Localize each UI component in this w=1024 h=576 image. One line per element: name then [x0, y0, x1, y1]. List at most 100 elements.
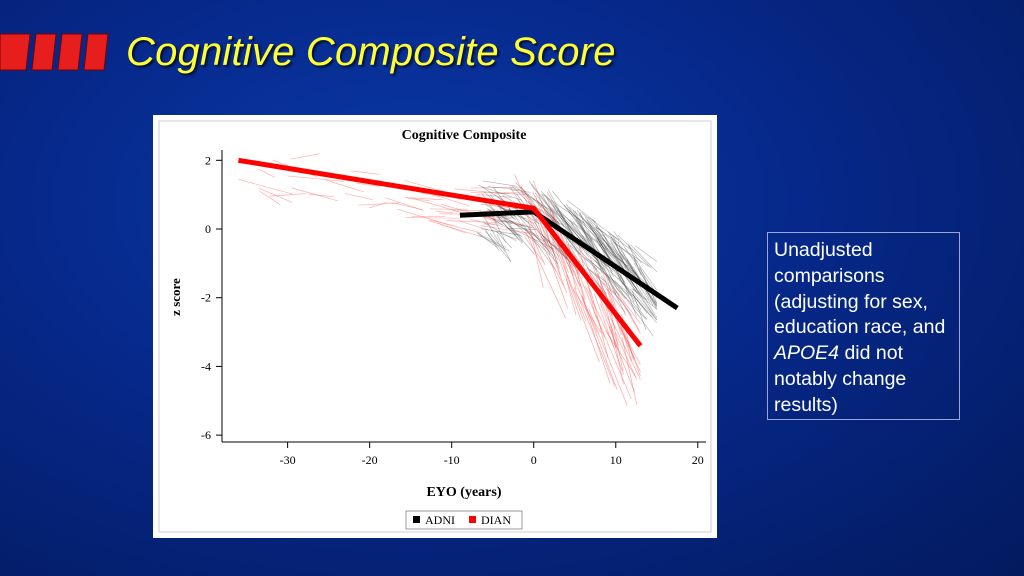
adni-individual-line	[619, 275, 635, 303]
dian-individual-line	[407, 197, 430, 202]
adni-individual-line	[592, 219, 630, 272]
adni-individual-line	[510, 225, 536, 255]
adni-individual-line	[492, 211, 523, 244]
dian-individual-line	[429, 208, 469, 211]
dian-individual-line	[392, 202, 424, 211]
dian-individual-line	[428, 220, 482, 238]
adni-individual-line	[483, 222, 517, 242]
adni-individual-line	[534, 214, 551, 255]
dian-individual-line	[429, 219, 483, 234]
adni-individual-line	[591, 238, 629, 267]
dian-individual-line	[566, 252, 577, 290]
dian-individual-line	[269, 193, 306, 197]
dian-individual-line	[528, 221, 544, 288]
adni-individual-line	[623, 273, 658, 320]
chart-frame	[158, 120, 712, 533]
adni-individual-line	[496, 233, 512, 263]
adni-individual-line	[617, 234, 652, 269]
adni-individual-line	[618, 277, 658, 324]
adni-individual-line	[589, 269, 623, 302]
adni-individual-line	[556, 210, 599, 243]
adni-individual-line	[628, 245, 642, 264]
adni-individual-line	[628, 243, 642, 276]
adni-individual-line	[631, 288, 658, 310]
adni-individual-line	[480, 228, 521, 236]
adni-individual-line	[619, 252, 642, 282]
adni-individual-line	[495, 192, 528, 195]
adni-individual-line	[528, 180, 565, 226]
adni-individual-line	[587, 267, 607, 283]
adni-individual-line	[632, 294, 648, 314]
dian-individual-line	[610, 324, 624, 385]
adni-individual-line	[569, 206, 604, 237]
chart-legend: ADNI DIAN	[405, 510, 523, 530]
adni-individual-line	[513, 210, 555, 258]
adni-individual-line	[534, 192, 580, 255]
adni-individual-line	[587, 216, 620, 241]
note-text-before: Unadjusted comparisons (adjusting for se…	[774, 239, 946, 339]
legend-swatch-adni	[413, 516, 420, 523]
dian-individual-line	[535, 195, 561, 276]
adni-individual-line	[591, 254, 630, 290]
individual-trajectories	[238, 153, 658, 406]
dian-individual-line	[581, 295, 618, 390]
adni-individual-line	[635, 272, 654, 306]
adni-individual-line	[568, 210, 605, 242]
adni-individual-line	[482, 180, 518, 187]
adni-individual-line	[566, 207, 609, 250]
adni-individual-line	[599, 258, 617, 295]
adni-individual-line	[614, 255, 650, 287]
adni-individual-line	[495, 214, 516, 237]
dian-individual-line	[594, 293, 625, 376]
adni-individual-line	[540, 190, 574, 226]
dian-individual-line	[600, 303, 619, 349]
adni-individual-line	[589, 260, 632, 297]
adni-individual-line	[476, 232, 506, 248]
adni-individual-line	[494, 220, 513, 223]
adni-individual-line	[587, 258, 629, 296]
dian-individual-line	[595, 315, 632, 399]
adni-individual-line	[478, 234, 510, 252]
dian-individual-line	[620, 327, 641, 365]
dian-individual-line	[546, 197, 581, 288]
dian-individual-line	[566, 274, 587, 321]
adni-individual-line	[608, 231, 625, 260]
adni-individual-line	[594, 260, 626, 300]
slide-title: Cognitive Composite Score	[126, 30, 616, 74]
chart-axes: 20-2-4-6-30 -20 -10 0 10 20	[201, 150, 706, 467]
adni-individual-line	[489, 232, 506, 253]
adni-individual-line	[490, 229, 517, 240]
adni-individual-line	[581, 212, 604, 233]
adni-individual-line	[612, 235, 627, 269]
adni-individual-line	[610, 242, 651, 302]
adni-individual-line	[613, 242, 650, 267]
adni-individual-line	[485, 214, 523, 238]
x-axis-label: EYO (years)	[426, 485, 501, 500]
chart-panel: Cognitive Composite 2 0 -2 -4 -6 -30 -20 -10 0 10…	[153, 115, 717, 538]
adni-individual-line	[595, 226, 620, 244]
x-tick-label: -10	[444, 453, 460, 467]
dian-individual-line	[344, 193, 373, 201]
x-tick-label: -30	[280, 453, 296, 467]
adni-individual-line	[542, 194, 585, 224]
adni-individual-line	[485, 231, 511, 262]
adni-individual-line	[509, 224, 524, 243]
adni-individual-line	[614, 280, 648, 320]
dian-individual-line	[412, 198, 468, 215]
dian-individual-line	[308, 193, 334, 198]
adni-individual-line	[586, 218, 611, 260]
adni-individual-line	[572, 210, 592, 248]
dian-individual-line	[291, 187, 338, 202]
dian-individual-line	[525, 231, 566, 319]
adni-individual-line	[542, 235, 576, 268]
adni-individual-line	[523, 228, 559, 264]
cognitive-composite-chart: Cognitive Composite 20-2-4-6-30 -20 -10 0 10…	[158, 120, 712, 533]
adni-individual-line	[633, 258, 658, 304]
adni-individual-line	[549, 207, 587, 242]
adni-individual-line	[639, 266, 658, 305]
adni-individual-line	[613, 231, 638, 266]
note-text-after: did not notably change results)	[774, 342, 907, 416]
dian-individual-line	[287, 175, 344, 182]
dian-individual-line	[440, 203, 497, 221]
title-decoration-stripes	[0, 33, 109, 71]
